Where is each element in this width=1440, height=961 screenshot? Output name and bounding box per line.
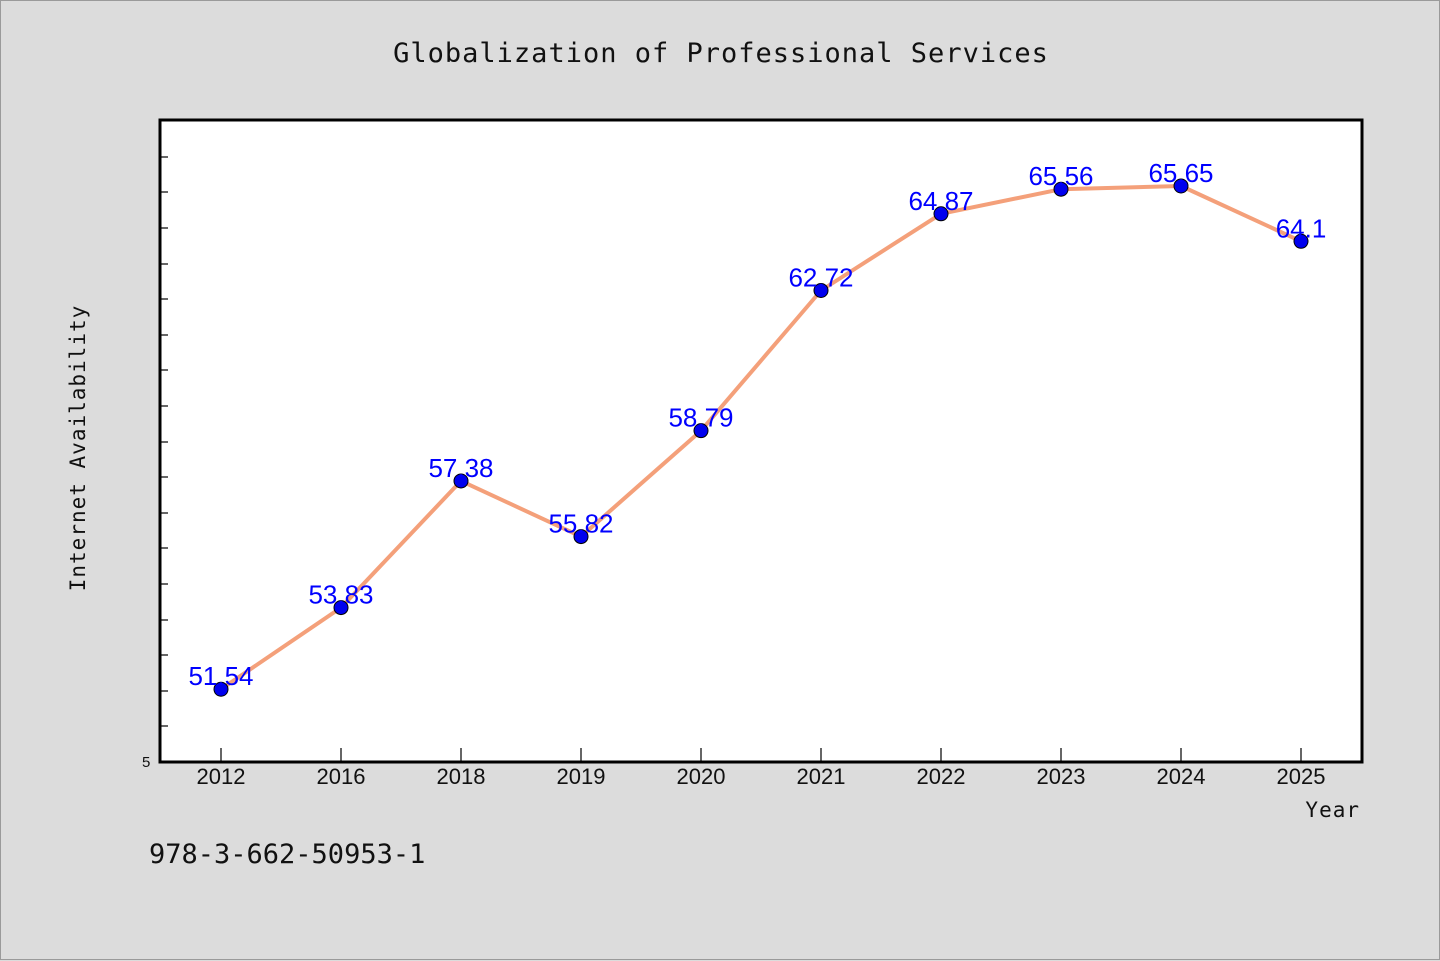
plot-area xyxy=(158,118,1364,764)
data-label: 65.56 xyxy=(1028,161,1093,191)
x-tick-label: 2018 xyxy=(437,764,486,789)
x-tick-label: 2022 xyxy=(917,764,966,789)
x-tick-label: 2012 xyxy=(197,764,246,789)
x-tick-label: 2024 xyxy=(1157,764,1206,789)
data-point xyxy=(1053,181,1069,197)
data-label: 55.82 xyxy=(548,509,613,539)
data-label: 57.38 xyxy=(428,453,493,483)
x-tick-label: 2021 xyxy=(797,764,846,789)
data-point xyxy=(813,282,829,298)
data-label: 64.1 xyxy=(1276,213,1327,243)
data-point xyxy=(213,681,229,697)
data-label: 53.83 xyxy=(308,580,373,610)
x-tick-label: 2023 xyxy=(1037,764,1086,789)
chart-title: Globalization of Professional Services xyxy=(393,38,1049,69)
data-point xyxy=(573,529,589,545)
data-point xyxy=(453,473,469,489)
y-axis-label: Internet Availability xyxy=(66,305,90,592)
data-label: 62.72 xyxy=(788,262,853,292)
data-label: 65.65 xyxy=(1148,158,1213,188)
x-axis-label: Year xyxy=(1305,798,1360,822)
x-tick-label: 2025 xyxy=(1277,764,1326,789)
footer-code: 978-3-662-50953-1 xyxy=(149,839,425,870)
data-point xyxy=(1173,178,1189,194)
y-axis-ticks xyxy=(160,156,168,727)
data-label: 64.87 xyxy=(908,186,973,216)
data-point xyxy=(333,600,349,616)
series-layer: 51.54 53.83 57.38 55.82 58.79 62.72 64.87 65.56… xyxy=(188,158,1327,697)
data-point xyxy=(933,206,949,222)
x-tick-label: 2016 xyxy=(317,764,366,789)
series-line xyxy=(219,184,1302,691)
x-tick-label: 2020 xyxy=(677,764,726,789)
y-axis-min-label: 5 xyxy=(142,754,150,771)
data-point xyxy=(1293,233,1309,249)
data-point xyxy=(693,423,709,439)
x-tick-label: 2019 xyxy=(557,764,606,789)
data-label: 51.54 xyxy=(188,661,253,691)
x-axis-ticks: 2012 2016 2018 2019 2020 2021 2022 2023 2024 2025 xyxy=(197,748,1326,789)
data-label: 58.79 xyxy=(668,403,733,433)
